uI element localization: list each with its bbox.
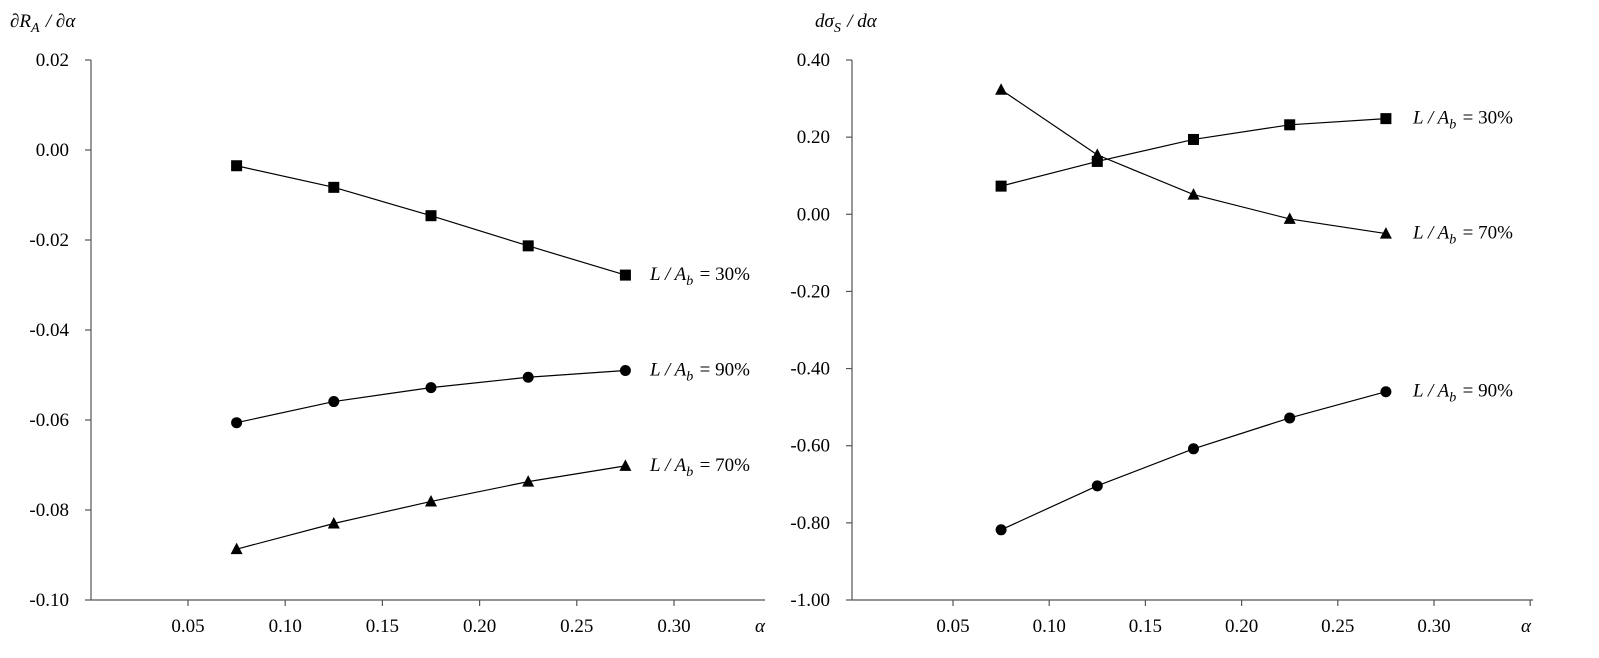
data-point-triangle xyxy=(1283,212,1296,224)
data-point-triangle xyxy=(1091,148,1104,160)
series-circle: L / Ab = 90% xyxy=(231,360,750,429)
y-tick-label: -0.02 xyxy=(29,230,69,251)
data-point-triangle xyxy=(619,459,632,471)
x-tick-label: 0.30 xyxy=(657,616,690,637)
data-point-square xyxy=(995,180,1007,192)
data-point-triangle xyxy=(230,542,243,555)
data-point-circle xyxy=(522,371,534,383)
chart-panel-1: 0.02 0.00 -0.02 -0.04 -0.06 -0.08 -0.10 0.05 0.1… xyxy=(10,11,766,637)
series-square: L / Ab = 30% xyxy=(231,160,750,289)
chart-panel-2: 0.40 0.20 0.00 -0.20 -0.40 -0.60 -0.80 -1.00 0.0… xyxy=(790,11,1533,637)
data-point-circle xyxy=(425,382,437,394)
data-point-square xyxy=(1188,133,1199,145)
y-tick-label: -0.60 xyxy=(790,436,830,457)
data-point-circle xyxy=(1091,480,1103,492)
series-label: L / Ab = 30% xyxy=(1412,108,1513,133)
data-point-triangle xyxy=(995,83,1008,95)
y-axis-title: ∂RA / ∂α xyxy=(10,11,76,36)
y-tick-label: -1.00 xyxy=(790,590,830,611)
data-point-triangle xyxy=(1379,227,1392,239)
series-label: L / Ab = 70% xyxy=(1412,223,1513,248)
data-point-circle xyxy=(1188,443,1199,455)
data-point-circle xyxy=(1284,412,1296,424)
y-tick-label: -0.80 xyxy=(790,513,830,534)
series-triangle: L / Ab = 70% xyxy=(995,83,1513,248)
y-tick-label: 0.00 xyxy=(797,204,830,225)
data-point-square xyxy=(1380,113,1392,125)
x-tick-label: 0.15 xyxy=(366,616,399,637)
x-tick-label: 0.25 xyxy=(560,616,593,637)
data-point-circle xyxy=(995,524,1007,536)
x-tick-label: 0.20 xyxy=(1225,616,1258,637)
y-tick-label: -0.04 xyxy=(29,320,69,341)
data-point-circle xyxy=(619,365,631,376)
data-point-circle xyxy=(1380,386,1392,398)
y-axis-title: dσS / dα xyxy=(815,11,878,36)
series-square: L / Ab = 30% xyxy=(995,108,1513,192)
series-line xyxy=(236,465,626,550)
data-point-square xyxy=(522,240,534,252)
y-tick-label: 0.20 xyxy=(797,127,830,148)
series-line xyxy=(236,369,626,424)
data-point-square xyxy=(1091,155,1103,167)
x-tick-label: 0.15 xyxy=(1129,616,1162,637)
x-axis-title: α xyxy=(1521,616,1532,637)
x-axis-title: α xyxy=(755,616,766,637)
x-tick-label: 0.30 xyxy=(1417,616,1450,637)
y-tick-label: 0.40 xyxy=(797,50,830,71)
data-point-circle xyxy=(231,417,243,429)
x-tick-label: 0.20 xyxy=(463,616,496,637)
y-tick-label: -0.08 xyxy=(29,500,69,521)
data-point-triangle xyxy=(1187,188,1200,200)
y-tick-label: -0.20 xyxy=(790,281,830,302)
data-point-circle xyxy=(328,396,340,408)
x-tick-label: 0.10 xyxy=(1033,616,1066,637)
x-tick-label: 0.05 xyxy=(171,616,204,637)
y-tick-label: -0.10 xyxy=(29,590,69,611)
y-tick-label: 0.02 xyxy=(36,50,69,71)
data-point-square xyxy=(231,160,243,172)
data-point-triangle xyxy=(327,517,340,529)
y-tick-label: 0.00 xyxy=(36,140,69,161)
x-tick-label: 0.25 xyxy=(1321,616,1354,637)
data-point-square xyxy=(425,210,437,222)
series-line xyxy=(1000,391,1387,531)
data-point-square xyxy=(1284,119,1296,131)
data-point-square xyxy=(619,269,631,281)
y-tick-label: -0.40 xyxy=(790,359,830,380)
series-line xyxy=(1000,89,1386,235)
series-label: L / Ab = 90% xyxy=(649,360,750,385)
data-point-square xyxy=(328,181,340,193)
series-circle: L / Ab = 90% xyxy=(995,381,1513,536)
x-tick-label: 0.10 xyxy=(269,616,302,637)
series-triangle: L / Ab = 70% xyxy=(230,455,750,555)
x-tick-label: 0.05 xyxy=(936,616,969,637)
data-point-triangle xyxy=(522,475,535,487)
y-tick-label: -0.06 xyxy=(29,410,69,431)
series-label: L / Ab = 30% xyxy=(649,264,750,289)
data-point-triangle xyxy=(425,494,437,507)
series-label: L / Ab = 70% xyxy=(649,455,750,480)
series-label: L / Ab = 90% xyxy=(1412,381,1513,406)
